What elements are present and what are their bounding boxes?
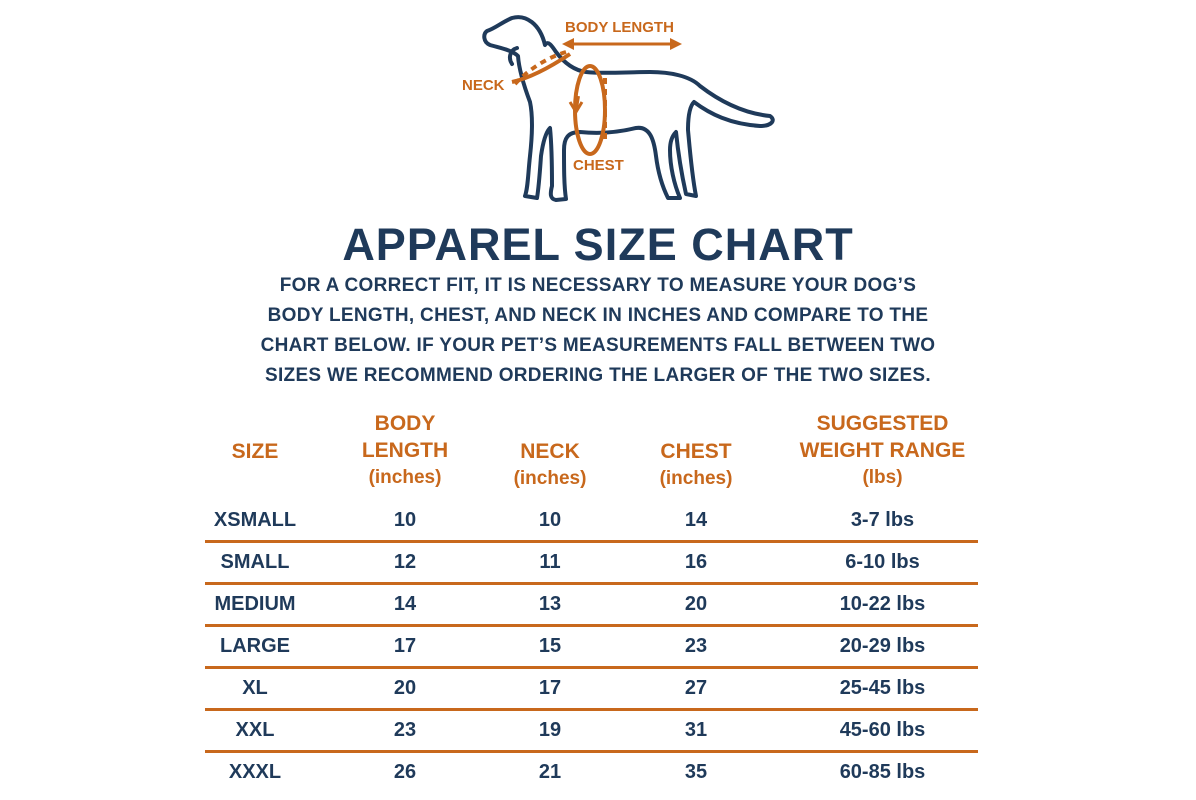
header-neck-unit: (inches) [513, 468, 587, 489]
chest-cell: 27 [684, 677, 708, 699]
neck-cell: 15 [538, 635, 562, 657]
instructions: FOR A CORRECT FIT, IT IS NECESSARY TO ME… [160, 271, 1036, 391]
header-neck-label: NECK [520, 440, 580, 463]
neck-cell: 13 [538, 593, 562, 615]
header-weight: SUGGESTED WEIGHT RANGE (lbs) [780, 410, 985, 491]
weight-cell: 3-7 lbs [850, 509, 915, 531]
dog-outline-icon [482, 15, 775, 202]
size-cell: SMALL [220, 551, 290, 573]
neck-cell: 17 [538, 677, 562, 699]
weight-cell: 60-85 lbs [839, 761, 926, 783]
chest-measure-icon [568, 64, 607, 156]
header-weight-line2: WEIGHT RANGE [799, 439, 966, 462]
weight-cell: 45-60 lbs [839, 719, 926, 741]
header-chest-unit: (inches) [659, 468, 733, 489]
dog-measurement-diagram: BODY LENGTH NECK CHEST [440, 6, 780, 212]
body-length-cell: 20 [393, 677, 417, 699]
neck-cell: 19 [538, 719, 562, 741]
body-length-cell: 10 [393, 509, 417, 531]
table-row: LARGE 17 15 23 20-29 lbs [205, 625, 978, 667]
weight-cell: 20-29 lbs [839, 635, 926, 657]
header-neck: NECK (inches) [490, 438, 610, 492]
header-weight-unit: (lbs) [862, 467, 903, 488]
body-length-cell: 12 [393, 551, 417, 573]
chest-label: CHEST [573, 157, 624, 174]
body-length-arrow-icon [562, 38, 682, 50]
body-length-cell: 23 [393, 719, 417, 741]
neck-label: NECK [462, 77, 505, 94]
row-divider [205, 666, 978, 669]
weight-cell: 6-10 lbs [845, 551, 920, 573]
instructions-line: SIZES WE RECOMMEND ORDERING THE LARGER O… [265, 365, 931, 386]
body-length-cell: 26 [393, 761, 417, 783]
body-length-cell: 14 [393, 593, 417, 615]
body-length-cell: 17 [393, 635, 417, 657]
body-length-label: BODY LENGTH [565, 19, 674, 36]
header-chest: CHEST (inches) [636, 438, 756, 492]
table-row: XXXL 26 21 35 60-85 lbs [205, 751, 978, 793]
row-divider [205, 708, 978, 711]
header-chest-label: CHEST [660, 440, 732, 463]
table-row: XXL 23 19 31 45-60 lbs [205, 709, 978, 751]
row-divider [205, 750, 978, 753]
header-weight-line1: SUGGESTED [816, 412, 949, 435]
table-row: XL 20 17 27 25-45 lbs [205, 667, 978, 709]
instructions-line: CHART BELOW. IF YOUR PET’S MEASUREMENTS … [260, 335, 936, 356]
row-divider [205, 540, 978, 543]
chest-cell: 31 [684, 719, 708, 741]
size-cell: XXL [235, 719, 275, 741]
weight-cell: 25-45 lbs [839, 677, 926, 699]
neck-cell: 21 [538, 761, 562, 783]
page-title: APPAREL SIZE CHART [342, 219, 854, 270]
table-row: SMALL 12 11 16 6-10 lbs [205, 541, 978, 583]
instructions-line: FOR A CORRECT FIT, IT IS NECESSARY TO ME… [279, 275, 917, 296]
chest-cell: 14 [684, 509, 708, 531]
table-row: XSMALL 10 10 14 3-7 lbs [205, 499, 978, 541]
size-cell: XL [242, 677, 268, 699]
row-divider [205, 624, 978, 627]
neck-measure-icon [511, 50, 572, 86]
chest-cell: 16 [684, 551, 708, 573]
neck-cell: 11 [539, 551, 561, 573]
instructions-line: BODY LENGTH, CHEST, AND NECK IN INCHES A… [267, 305, 929, 326]
header-body-length: BODY LENGTH (inches) [335, 410, 475, 491]
weight-cell: 10-22 lbs [839, 593, 926, 615]
header-body-length-line1: BODY [374, 412, 436, 435]
header-body-length-line2: LENGTH [361, 439, 449, 462]
chest-cell: 35 [684, 761, 708, 783]
row-divider [205, 582, 978, 585]
neck-cell: 10 [538, 509, 562, 531]
header-body-length-unit: (inches) [368, 467, 442, 488]
table-row: MEDIUM 14 13 20 10-22 lbs [205, 583, 978, 625]
size-cell: LARGE [220, 635, 290, 657]
chest-cell: 23 [684, 635, 708, 657]
header-size-label: SIZE [231, 440, 279, 463]
header-size: SIZE [205, 438, 305, 465]
size-cell: XSMALL [213, 509, 297, 531]
chest-cell: 20 [684, 593, 708, 615]
size-cell: MEDIUM [214, 593, 296, 615]
size-cell: XXXL [228, 761, 282, 783]
